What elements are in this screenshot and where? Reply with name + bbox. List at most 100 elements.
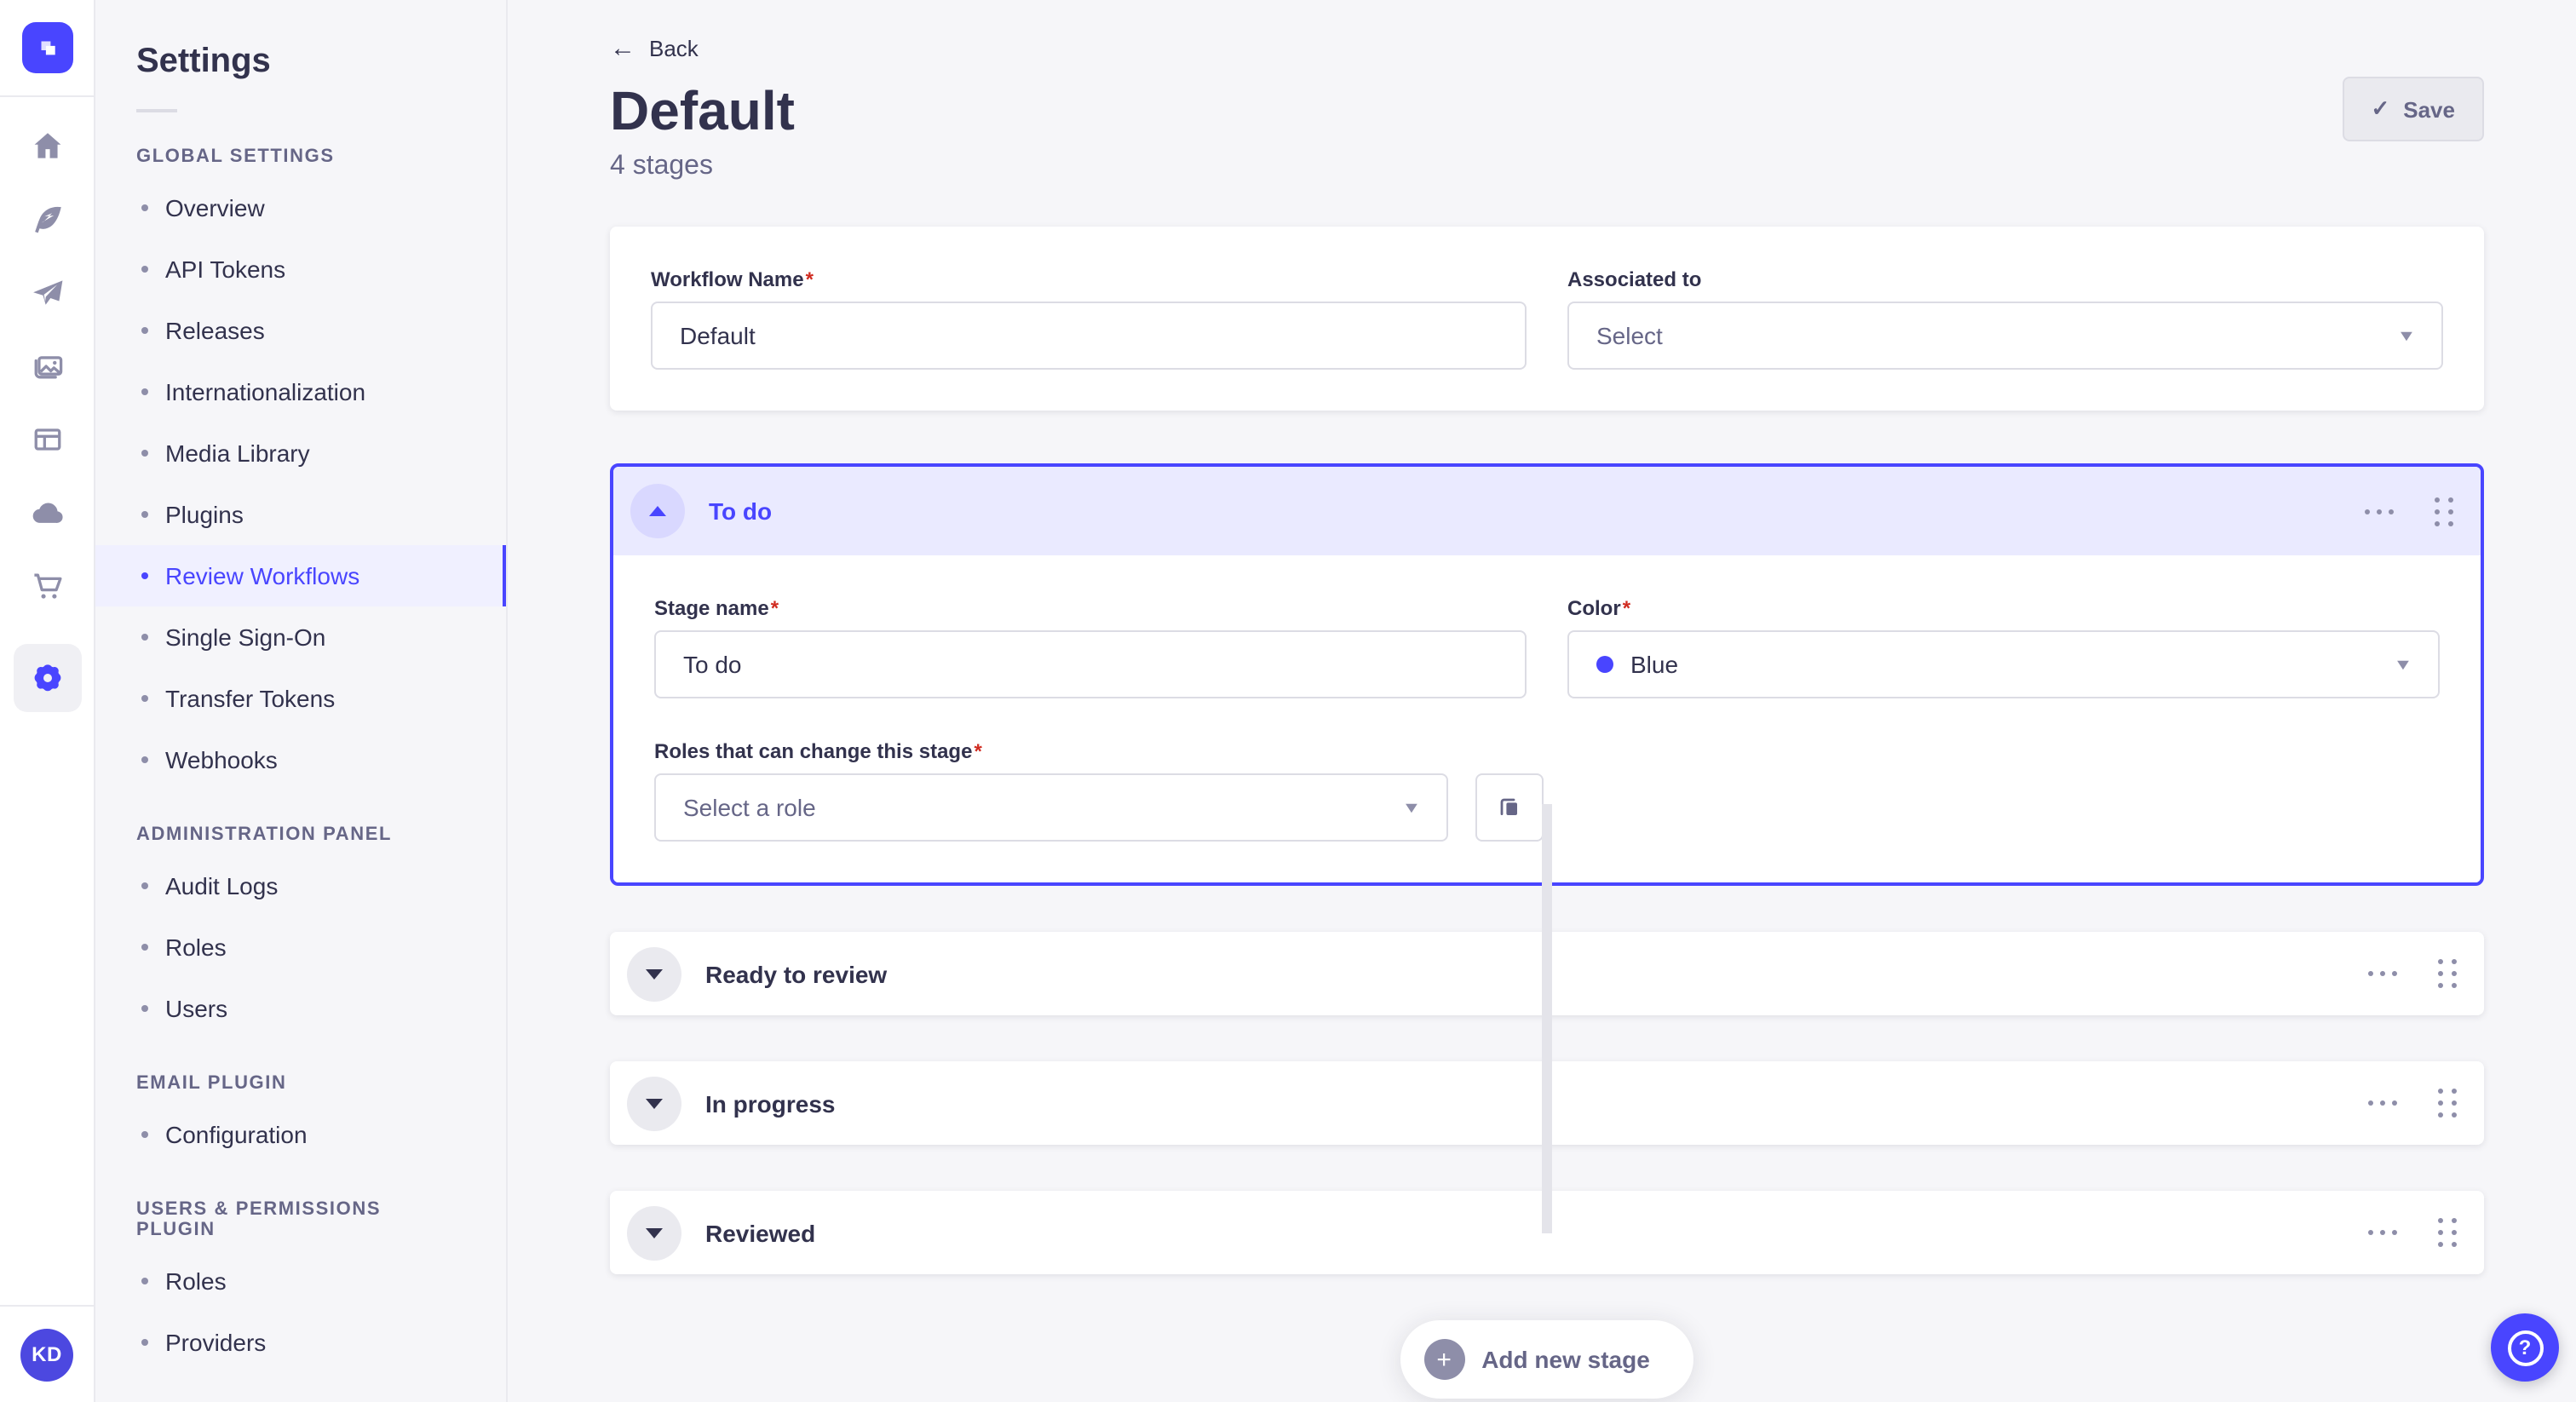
drag-handle-icon[interactable] xyxy=(2435,497,2453,526)
stage-accordion-header[interactable]: To do xyxy=(613,467,2481,555)
stage-header-actions xyxy=(2368,1089,2457,1118)
sidebar-item-review-workflows[interactable]: Review Workflows xyxy=(95,545,506,606)
section-users-permissions-plugin: USERS & PERMISSIONS PLUGIN Roles Provide… xyxy=(95,1199,506,1373)
bullet-icon xyxy=(141,756,148,763)
sidebar-item-label: Overview xyxy=(165,194,265,221)
stage-color-field: Color * Blue ▼ xyxy=(1567,596,2440,698)
cart-icon[interactable] xyxy=(25,564,69,608)
sidebar-item-label: Users xyxy=(165,995,228,1022)
sidebar-item-single-sign-on[interactable]: Single Sign-On xyxy=(95,606,506,668)
cloud-icon[interactable] xyxy=(25,491,69,535)
chevron-down-icon xyxy=(646,968,663,979)
sidebar-item-label: Providers xyxy=(165,1329,267,1356)
sidebar-item-up-roles[interactable]: Roles xyxy=(95,1250,506,1312)
add-new-stage-button[interactable]: + Add new stage xyxy=(1400,1320,1694,1399)
save-label: Save xyxy=(2403,96,2455,122)
sidebar-item-media-library[interactable]: Media Library xyxy=(95,422,506,484)
home-icon[interactable] xyxy=(25,124,69,169)
chevron-up-icon xyxy=(649,506,666,516)
question-mark-icon: ? xyxy=(2507,1330,2543,1365)
sidebar-item-overview[interactable]: Overview xyxy=(95,177,506,238)
rail-icon-list xyxy=(13,97,81,712)
stage-title: In progress xyxy=(705,1089,836,1117)
sidebar-item-email-configuration[interactable]: Configuration xyxy=(95,1104,506,1165)
sidebar-item-api-tokens[interactable]: API Tokens xyxy=(95,238,506,300)
stage-name-input[interactable] xyxy=(654,630,1527,698)
layout-icon[interactable] xyxy=(25,417,69,462)
gear-icon xyxy=(33,664,60,692)
sidebar-item-label: Webhooks xyxy=(165,746,278,773)
sidebar-item-up-providers[interactable]: Providers xyxy=(95,1312,506,1373)
stage-card-in-progress[interactable]: In progress xyxy=(610,1061,2484,1145)
add-stage-label: Add new stage xyxy=(1481,1346,1650,1373)
help-button[interactable]: ? xyxy=(2491,1313,2559,1382)
more-options-icon[interactable] xyxy=(2368,1223,2397,1242)
avatar[interactable]: KD xyxy=(20,1328,73,1381)
expand-stage-button[interactable] xyxy=(627,1205,681,1260)
expand-stage-button[interactable] xyxy=(627,1076,681,1130)
stage-name-label: Stage name * xyxy=(654,596,1527,620)
stage-title: Ready to review xyxy=(705,960,888,987)
sidebar-item-releases[interactable]: Releases xyxy=(95,300,506,361)
drag-handle-icon[interactable] xyxy=(2438,1218,2457,1247)
more-options-icon[interactable] xyxy=(2365,502,2394,520)
section-global-settings: GLOBAL SETTINGS Overview API Tokens Rele… xyxy=(95,147,506,790)
stage-header-actions xyxy=(2368,959,2457,988)
sidebar-item-label: Roles xyxy=(165,934,227,961)
sidebar-item-admin-roles[interactable]: Roles xyxy=(95,916,506,978)
stage-card-reviewed[interactable]: Reviewed xyxy=(610,1191,2484,1274)
stage-roles-select[interactable]: Select a role ▼ xyxy=(654,773,1448,842)
stage-name-field: Stage name * xyxy=(654,596,1527,698)
bullet-icon xyxy=(141,1005,148,1012)
stage-header-actions xyxy=(2368,1218,2457,1247)
sidebar-item-internationalization[interactable]: Internationalization xyxy=(95,361,506,422)
more-options-icon[interactable] xyxy=(2368,964,2397,983)
stage-accordion-todo: To do Stage name * xyxy=(610,463,2484,886)
sidebar-item-audit-logs[interactable]: Audit Logs xyxy=(95,855,506,916)
bullet-icon xyxy=(141,266,148,273)
sidebar-item-webhooks[interactable]: Webhooks xyxy=(95,729,506,790)
label-text: Color xyxy=(1567,596,1621,620)
save-button[interactable]: ✓ Save xyxy=(2342,77,2484,141)
rail-avatar-section: KD xyxy=(0,1305,94,1402)
feather-icon[interactable] xyxy=(25,198,69,242)
sidebar-item-admin-users[interactable]: Users xyxy=(95,978,506,1039)
strapi-logo[interactable] xyxy=(21,22,72,73)
sidebar-item-label: Releases xyxy=(165,317,265,344)
sidebar-item-plugins[interactable]: Plugins xyxy=(95,484,506,545)
bullet-icon xyxy=(141,1339,148,1346)
drag-handle-icon[interactable] xyxy=(2438,1089,2457,1118)
sidebar-item-label: Audit Logs xyxy=(165,872,279,899)
stage-color-select[interactable]: Blue ▼ xyxy=(1567,630,2440,698)
stage-card-ready-to-review[interactable]: Ready to review xyxy=(610,932,2484,1015)
sidebar-item-label: Transfer Tokens xyxy=(165,685,336,712)
drag-handle-icon[interactable] xyxy=(2438,959,2457,988)
sidebar-item-transfer-tokens[interactable]: Transfer Tokens xyxy=(95,668,506,729)
stage-roles-field: Roles that can change this stage * Select… xyxy=(654,739,2440,842)
stage-color-label: Color * xyxy=(1567,596,2440,620)
bullet-icon xyxy=(141,388,148,395)
expand-stage-button[interactable] xyxy=(627,946,681,1001)
duplicate-stage-button[interactable] xyxy=(1475,773,1544,842)
paper-plane-icon[interactable] xyxy=(25,271,69,315)
settings-rail-item[interactable] xyxy=(13,644,81,712)
sidebar-item-label: Configuration xyxy=(165,1121,308,1148)
associated-to-select[interactable]: Select ▼ xyxy=(1567,302,2443,370)
pictures-icon[interactable] xyxy=(25,344,69,388)
collapse-stage-button[interactable] xyxy=(630,484,685,538)
sidebar-item-label: Plugins xyxy=(165,501,244,528)
settings-sidebar: Settings GLOBAL SETTINGS Overview API To… xyxy=(95,0,508,1402)
back-link[interactable]: ← Back xyxy=(610,34,699,63)
back-arrow-icon: ← xyxy=(610,34,635,63)
workflow-name-label: Workflow Name * xyxy=(651,267,1527,291)
stage-title: To do xyxy=(709,497,773,525)
check-icon: ✓ xyxy=(2371,95,2390,121)
plus-icon: + xyxy=(1423,1339,1465,1380)
section-heading: ADMINISTRATION PANEL xyxy=(136,825,393,845)
workflow-name-input[interactable] xyxy=(651,302,1527,370)
strapi-logo-glyph xyxy=(40,41,55,55)
label-text: Workflow Name xyxy=(651,267,804,291)
add-stage-row: + Add new stage xyxy=(610,1320,2484,1399)
more-options-icon[interactable] xyxy=(2368,1094,2397,1112)
nav-rail: KD xyxy=(0,0,95,1402)
